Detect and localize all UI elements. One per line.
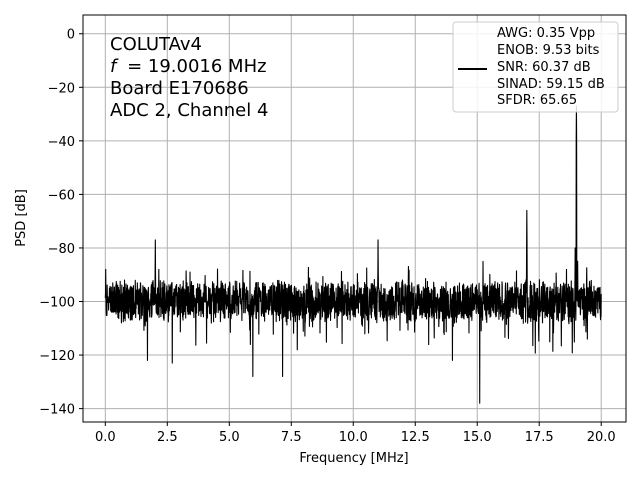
x-tick-label: 2.5 [157, 430, 178, 445]
annotation-line-3: Board E170686 [110, 78, 249, 99]
psd-line [104, 105, 602, 404]
annotation-frequency-value: = 19.0016 MHz [127, 56, 266, 77]
x-ticks: 0.0 2.5 5.0 7.5 10.0 12.5 15.0 17.5 20.0 [95, 422, 616, 445]
y-tick-label: −140 [39, 403, 75, 418]
y-tick-label: −20 [48, 81, 75, 96]
y-tick-label: −120 [39, 349, 75, 364]
legend-line-5: SFDR: 65.65 [497, 93, 577, 108]
y-tick-label: −40 [48, 135, 75, 150]
x-axis-title: Frequency [MHz] [299, 451, 408, 466]
x-tick-label: 15.0 [463, 430, 492, 445]
y-tick-label: −60 [48, 188, 75, 203]
plot-frame [82, 14, 627, 423]
y-tick-label: −100 [39, 296, 75, 311]
annotation-block: COLUTAv4 f = 19.0016 MHz Board E170686 A… [110, 34, 268, 121]
x-tick-label: 0.0 [95, 430, 116, 445]
x-tick-label: 10.0 [339, 430, 368, 445]
y-tick-label: 0 [67, 28, 75, 43]
x-tick-label: 20.0 [587, 430, 616, 445]
legend-line-1: AWG: 0.35 Vpp [497, 26, 595, 41]
annotation-frequency-symbol: f [110, 56, 119, 77]
legend-line-3: SNR: 60.37 dB [497, 60, 591, 75]
y-axis-title: PSD [dB] [14, 189, 29, 247]
y-ticks: 0 −20 −40 −60 −80 −100 −120 −140 [39, 28, 83, 418]
annotation-line-2: f = 19.0016 MHz [110, 56, 267, 77]
annotation-line-1: COLUTAv4 [110, 34, 202, 55]
x-tick-label: 17.5 [525, 430, 554, 445]
psd-series [104, 105, 602, 404]
legend: AWG: 0.35 Vpp ENOB: 9.53 bits SNR: 60.37… [452, 21, 619, 113]
x-tick-label: 5.0 [219, 430, 240, 445]
legend-line-2: ENOB: 9.53 bits [497, 43, 600, 58]
y-tick-label: −80 [48, 242, 75, 257]
legend-box [452, 21, 619, 113]
legend-line-4: SINAD: 59.15 dB [497, 77, 605, 92]
x-tick-label: 7.5 [281, 430, 302, 445]
x-tick-label: 12.5 [401, 430, 430, 445]
annotation-line-4: ADC 2, Channel 4 [110, 100, 268, 121]
